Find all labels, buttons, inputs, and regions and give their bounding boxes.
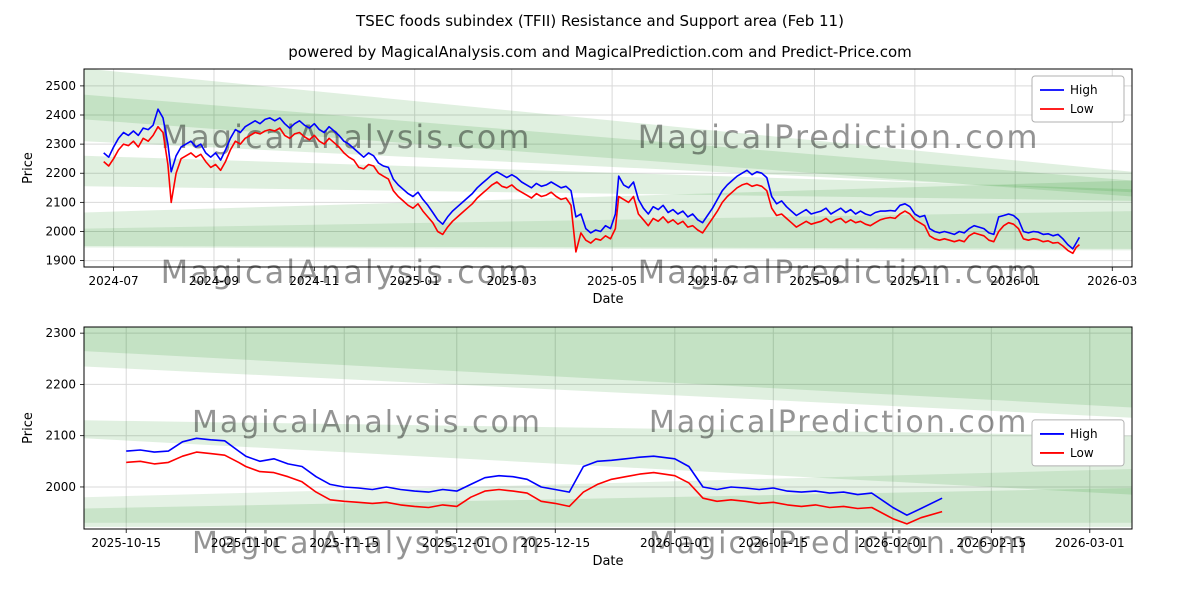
svg-text:2300: 2300	[45, 137, 76, 151]
watermark-text: MagicalPrediction.com	[649, 405, 1029, 440]
svg-text:2026-01-15: 2026-01-15	[738, 536, 808, 550]
svg-text:2200: 2200	[45, 166, 76, 180]
watermark-text: MagicalPrediction.com	[638, 118, 1040, 156]
watermark-text: MagicalPrediction.com	[649, 526, 1029, 561]
svg-text:2025-12-01: 2025-12-01	[422, 536, 492, 550]
svg-text:2025-11-01: 2025-11-01	[211, 536, 281, 550]
svg-text:2300: 2300	[45, 326, 76, 340]
price-chart-detail: MagicalAnalysis.com MagicalPrediction.com…	[21, 326, 1133, 569]
svg-text:Low: Low	[1070, 102, 1094, 116]
gridlines	[84, 327, 1132, 529]
x-axis-label: Date	[592, 292, 623, 307]
legend: High Low	[1031, 75, 1125, 123]
support-resistance-bands	[84, 69, 1132, 251]
plot-border	[83, 68, 1133, 268]
support-resistance-bands	[84, 327, 1132, 527]
svg-text:2025-12-15: 2025-12-15	[520, 536, 590, 550]
powered-by-subtitle: powered by MagicalAnalysis.com and Magic…	[288, 43, 912, 61]
svg-text:High: High	[1070, 83, 1098, 97]
watermark-text: MagicalAnalysis.com	[192, 405, 542, 440]
svg-text:2000: 2000	[45, 224, 76, 238]
svg-text:2200: 2200	[45, 377, 76, 391]
x-axis-label: Date	[592, 554, 623, 569]
svg-text:2500: 2500	[45, 79, 76, 93]
svg-text:2026-03-01: 2026-03-01	[1055, 536, 1125, 550]
high-line	[126, 437, 943, 516]
legend: High Low	[1031, 419, 1125, 467]
svg-text:2026-01-01: 2026-01-01	[640, 536, 710, 550]
low-line	[126, 451, 943, 525]
low-line	[103, 125, 1080, 255]
svg-text:2026-03: 2026-03	[1087, 274, 1137, 288]
watermark-text: MagicalAnalysis.com	[161, 253, 532, 291]
svg-text:2024-11: 2024-11	[289, 274, 339, 288]
axis-ticks: 1900 2000 2100 2200 2300 2400 2500 2024-07 2024-…	[45, 79, 1137, 288]
svg-text:2025-11-15: 2025-11-15	[309, 536, 379, 550]
watermark-text: MagicalAnalysis.com	[161, 118, 532, 156]
svg-text:2025-07: 2025-07	[687, 274, 737, 288]
axis-ticks: 2000 2100 2200 2300 2025-10-15 2025-11-01 2025…	[45, 326, 1124, 550]
y-axis-label: Price	[21, 152, 36, 184]
svg-text:1900: 1900	[45, 254, 76, 268]
svg-text:2025-01: 2025-01	[390, 274, 440, 288]
svg-text:2025-09: 2025-09	[789, 274, 839, 288]
watermark-text: MagicalPrediction.com	[638, 253, 1040, 291]
svg-text:2100: 2100	[45, 195, 76, 209]
svg-text:2100: 2100	[45, 429, 76, 443]
svg-text:2026-02-15: 2026-02-15	[956, 536, 1026, 550]
svg-text:2024-07: 2024-07	[89, 274, 139, 288]
svg-text:2025-05: 2025-05	[587, 274, 637, 288]
page-title: TSEC foods subindex (TFII) Resistance an…	[356, 12, 844, 30]
svg-text:2024-09: 2024-09	[189, 274, 239, 288]
high-line	[103, 108, 1081, 250]
y-axis-label: Price	[21, 412, 36, 444]
svg-text:2025-11: 2025-11	[890, 274, 940, 288]
watermark-text: MagicalAnalysis.com	[192, 526, 542, 561]
svg-text:High: High	[1070, 427, 1098, 441]
svg-text:2400: 2400	[45, 108, 76, 122]
svg-text:2026-02-01: 2026-02-01	[858, 536, 928, 550]
plot-border	[83, 326, 1133, 530]
gridlines	[84, 69, 1132, 267]
svg-text:2026-01: 2026-01	[990, 274, 1040, 288]
price-chart-main: MagicalAnalysis.com MagicalPrediction.com…	[21, 68, 1137, 307]
svg-text:2025-03: 2025-03	[487, 274, 537, 288]
svg-text:2000: 2000	[45, 480, 76, 494]
svg-text:Low: Low	[1070, 446, 1094, 460]
svg-text:2025-10-15: 2025-10-15	[91, 536, 161, 550]
